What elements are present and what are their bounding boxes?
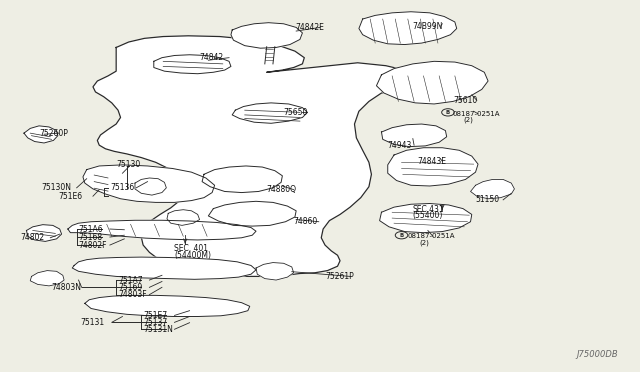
Text: 75130: 75130: [116, 160, 140, 169]
Text: 74802: 74802: [20, 233, 44, 242]
Text: 74803F: 74803F: [118, 290, 147, 299]
Polygon shape: [376, 61, 488, 104]
Polygon shape: [470, 179, 515, 199]
Text: 75131: 75131: [81, 318, 104, 327]
Text: 75610: 75610: [453, 96, 477, 105]
Text: 74943: 74943: [388, 141, 412, 150]
Text: SEC.431: SEC.431: [413, 205, 444, 214]
Text: 74860: 74860: [294, 217, 318, 226]
Text: 751E7: 751E7: [143, 311, 167, 320]
Text: 74842: 74842: [200, 53, 224, 62]
Polygon shape: [93, 36, 414, 276]
Text: 74842E: 74842E: [295, 23, 324, 32]
Text: 75137: 75137: [143, 318, 168, 327]
Text: 751E6: 751E6: [58, 192, 82, 201]
Text: B: B: [399, 233, 404, 238]
Text: (55400): (55400): [413, 211, 444, 220]
Polygon shape: [232, 103, 307, 123]
Text: J75000DB: J75000DB: [576, 350, 618, 359]
Polygon shape: [381, 124, 447, 147]
Text: 751A6: 751A6: [79, 225, 103, 234]
Text: 74843E: 74843E: [417, 157, 446, 166]
Text: B: B: [446, 110, 450, 115]
Text: (54400M): (54400M): [175, 251, 211, 260]
Polygon shape: [167, 210, 200, 225]
Text: 74803N: 74803N: [52, 283, 81, 292]
Text: 74880Q: 74880Q: [267, 185, 297, 194]
Text: 75169: 75169: [118, 283, 142, 292]
Text: 751A7: 751A7: [118, 276, 143, 285]
Polygon shape: [154, 55, 231, 74]
Text: SEC. 401: SEC. 401: [175, 244, 209, 253]
Text: 51150: 51150: [476, 195, 500, 204]
Polygon shape: [256, 263, 294, 280]
Polygon shape: [209, 201, 296, 226]
Text: (2): (2): [463, 116, 473, 123]
Polygon shape: [68, 220, 256, 240]
Polygon shape: [359, 12, 457, 45]
Polygon shape: [231, 23, 303, 48]
Text: 08187-0251A: 08187-0251A: [453, 111, 500, 117]
Text: 75261P: 75261P: [325, 272, 354, 281]
Text: (2): (2): [419, 239, 429, 246]
Polygon shape: [24, 126, 58, 143]
Polygon shape: [30, 270, 64, 286]
Text: 74802F: 74802F: [79, 241, 107, 250]
Text: 75130N: 75130N: [41, 183, 71, 192]
Polygon shape: [26, 225, 61, 241]
Polygon shape: [202, 166, 282, 193]
Text: 75260P: 75260P: [39, 129, 68, 138]
Polygon shape: [83, 165, 214, 202]
Polygon shape: [388, 148, 478, 186]
Polygon shape: [380, 203, 472, 232]
Text: 75131N: 75131N: [143, 325, 173, 334]
Text: 08187-0251A: 08187-0251A: [408, 233, 455, 239]
Text: 74B99N: 74B99N: [413, 22, 444, 31]
Polygon shape: [135, 178, 166, 195]
Text: 75650: 75650: [284, 108, 308, 117]
Text: 75136: 75136: [110, 183, 134, 192]
Polygon shape: [72, 257, 256, 279]
Text: 75168: 75168: [79, 232, 102, 241]
Polygon shape: [85, 295, 250, 317]
